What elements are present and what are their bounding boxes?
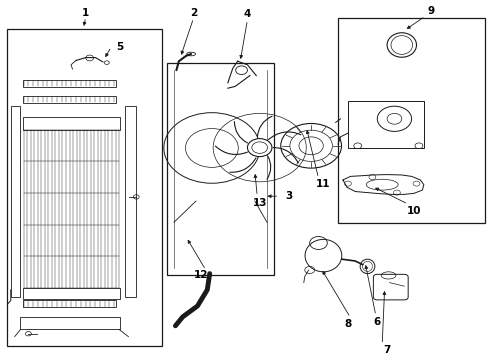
FancyArrowPatch shape [267, 156, 271, 179]
Text: 11: 11 [316, 179, 331, 189]
Text: 8: 8 [344, 319, 351, 329]
Bar [348, 101, 424, 148]
Text: 5: 5 [117, 42, 123, 52]
Text: 2: 2 [190, 8, 197, 18]
Bar [125, 106, 136, 297]
FancyArrowPatch shape [273, 148, 298, 163]
FancyArrowPatch shape [216, 146, 247, 154]
FancyArrowPatch shape [234, 122, 247, 143]
Text: 1: 1 [82, 8, 89, 18]
Text: 9: 9 [428, 6, 435, 16]
Bar [338, 18, 485, 223]
Text: 6: 6 [374, 317, 381, 327]
Text: 13: 13 [252, 198, 267, 208]
Bar [23, 80, 116, 87]
FancyArrowPatch shape [230, 158, 256, 172]
FancyArrowPatch shape [269, 132, 301, 140]
Bar [23, 288, 120, 299]
Bar [23, 117, 120, 130]
Bar [20, 317, 120, 329]
Bar [167, 63, 274, 275]
Text: 10: 10 [407, 206, 421, 216]
FancyArrowPatch shape [257, 116, 272, 137]
Bar [23, 300, 116, 307]
Text: 12: 12 [194, 270, 208, 280]
Bar [7, 29, 162, 346]
Bar [23, 96, 116, 103]
Text: 4: 4 [244, 9, 251, 19]
Circle shape [247, 139, 272, 157]
Bar [11, 106, 20, 297]
Text: 7: 7 [383, 345, 391, 355]
Text: 3: 3 [286, 191, 293, 201]
